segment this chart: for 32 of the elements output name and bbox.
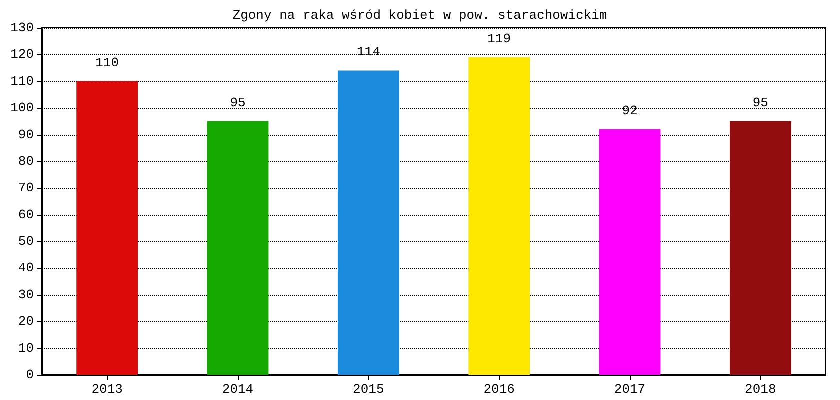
y-tick-label: 0 [26, 368, 34, 382]
data-label: 92 [622, 103, 638, 118]
bar [730, 121, 792, 375]
bar [468, 57, 530, 375]
y-tick-label: 110 [10, 74, 34, 89]
y-tick-label: 60 [18, 207, 34, 222]
x-tick-label: 2016 [484, 382, 515, 397]
y-tick-label: 70 [18, 180, 34, 196]
y-tick-label: 130 [10, 20, 34, 36]
bar [599, 129, 661, 375]
y-tick-label: 40 [18, 260, 34, 276]
y-tick-label: 80 [18, 154, 34, 169]
y-tick-label: 30 [18, 287, 34, 302]
bar [76, 81, 138, 375]
x-tick-label: 2018 [745, 382, 776, 397]
y-tick-label: 10 [18, 340, 34, 356]
y-tick-label: 100 [10, 100, 34, 116]
bar [338, 70, 400, 375]
x-tick-label: 2017 [614, 382, 646, 397]
y-tick-label: 50 [18, 234, 34, 250]
data-label: 119 [488, 31, 512, 46]
y-tick-label: 20 [18, 314, 34, 330]
x-tick-label: 2013 [92, 382, 123, 397]
x-tick-label: 2015 [353, 382, 384, 397]
bar [207, 121, 269, 375]
y-tick-label: 120 [10, 47, 34, 62]
data-label: 95 [752, 95, 768, 110]
data-label: 95 [230, 95, 246, 110]
y-tick-label: 90 [18, 127, 34, 142]
chart-title: Zgony na raka wśród kobiet w pow. starachowickim [232, 8, 608, 23]
x-tick-label: 2014 [222, 382, 254, 397]
data-label: 110 [96, 55, 120, 70]
